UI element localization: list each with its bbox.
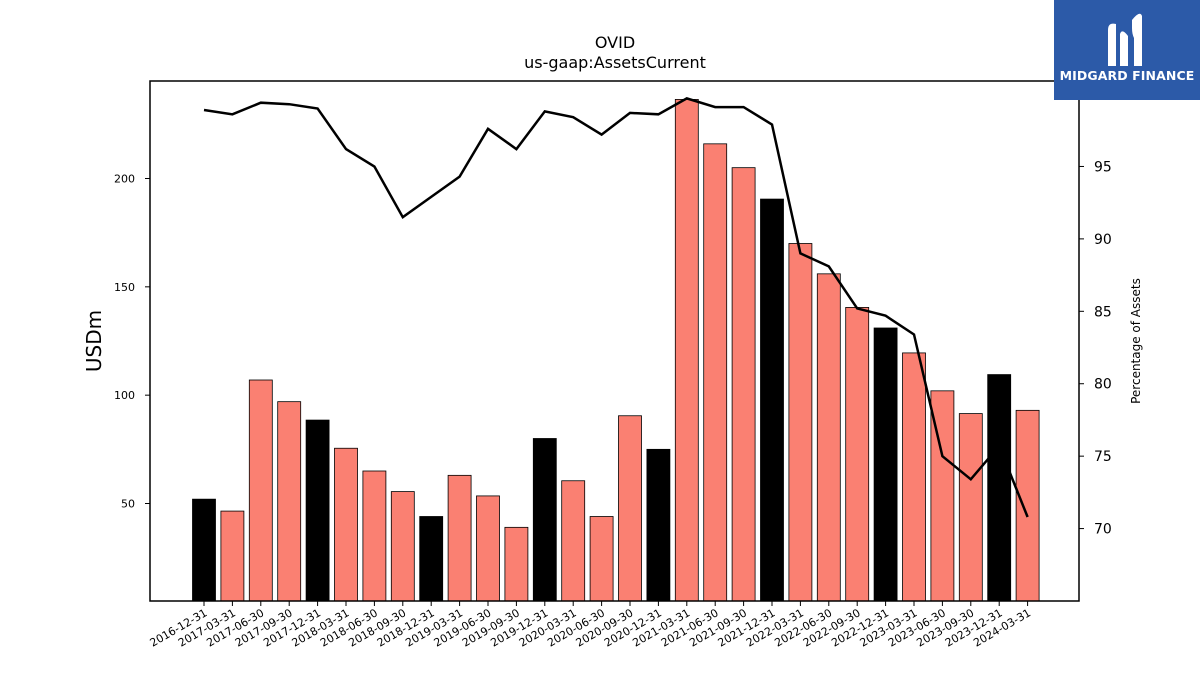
y-axis-right: 707580859095100 — [1079, 87, 1121, 538]
bar — [902, 352, 926, 602]
y-tick-label: 150 — [114, 281, 135, 294]
bar — [220, 510, 245, 602]
y-tick-label: 100 — [114, 389, 135, 402]
bar — [561, 480, 586, 602]
y2-tick-label: 80 — [1094, 377, 1112, 393]
bar — [277, 401, 302, 602]
brand-logo: MIDGARD FINANCE — [1054, 0, 1200, 100]
y-axis-left: 50 100 150 200 — [114, 173, 150, 511]
y-axis-label: USDm — [82, 310, 106, 372]
brand-logo-text: MIDGARD FINANCE — [1059, 68, 1195, 83]
bar — [192, 498, 216, 602]
y-tick-label: 50 — [121, 498, 135, 511]
y2-tick-label: 75 — [1094, 449, 1112, 465]
bar — [504, 526, 529, 602]
bar — [248, 379, 273, 602]
bar — [646, 448, 671, 602]
y2-tick-label: 90 — [1094, 232, 1112, 248]
bar — [419, 516, 444, 602]
bar — [760, 198, 784, 602]
bar — [703, 143, 728, 602]
bars-group — [192, 99, 1040, 602]
bar — [447, 474, 472, 602]
bar — [958, 413, 983, 602]
bar — [589, 516, 614, 602]
y-tick-label: 200 — [114, 173, 135, 186]
bar — [1015, 409, 1040, 602]
bar — [788, 243, 813, 602]
chart-subtitle: us-gaap:AssetsCurrent — [524, 53, 706, 72]
y2-tick-label: 70 — [1094, 522, 1112, 538]
bar — [816, 273, 841, 602]
bar — [305, 419, 330, 602]
bar — [873, 327, 898, 602]
y2-tick-label: 95 — [1094, 159, 1112, 175]
bar — [334, 447, 358, 602]
bar — [987, 374, 1012, 602]
bar — [390, 491, 415, 602]
percentage-line — [203, 97, 1029, 518]
bar — [476, 495, 500, 602]
bar — [532, 438, 557, 602]
midgard-logo-icon — [1108, 13, 1142, 67]
plot-frame — [149, 80, 1080, 602]
y2-axis-label: Percentage of Assets — [1129, 278, 1143, 404]
bar — [618, 415, 642, 602]
bar — [845, 307, 870, 602]
bar — [731, 167, 756, 602]
bar — [674, 99, 699, 602]
bar — [362, 470, 387, 602]
x-axis: 2016-12-312017-03-312017-06-302017-09-30… — [148, 601, 1033, 650]
y2-tick-label: 85 — [1094, 304, 1112, 320]
chart-title: OVID — [595, 33, 635, 52]
